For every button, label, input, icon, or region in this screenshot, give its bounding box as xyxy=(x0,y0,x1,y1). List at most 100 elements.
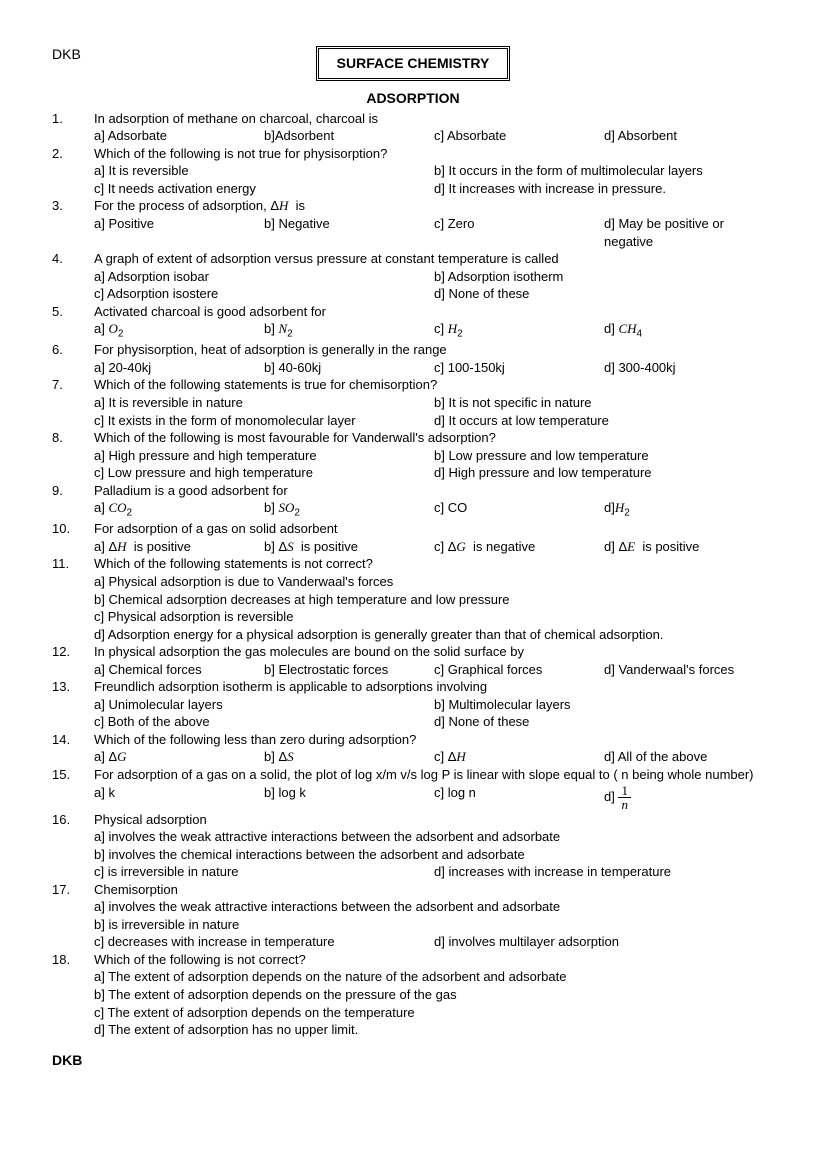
option: b] Negative xyxy=(264,215,434,250)
option: c] 100-150kj xyxy=(434,359,604,377)
option: b] ΔS is positive xyxy=(264,538,434,556)
question-body: Physical adsorptiona] involves the weak … xyxy=(94,811,774,881)
option: c] It exists in the form of monomolecula… xyxy=(94,412,434,430)
options: a] kb] log kc] log nd] 1n xyxy=(94,784,774,811)
option: a] Chemical forces xyxy=(94,661,264,679)
question-row: 5.Activated charcoal is good adsorbent f… xyxy=(52,303,774,342)
question-row: 16.Physical adsorptiona] involves the we… xyxy=(52,811,774,881)
option: b] Multimolecular layers xyxy=(434,696,774,714)
options: a] Unimolecular layersb] Multimolecular … xyxy=(94,696,774,731)
question-body: In adsorption of methane on charcoal, ch… xyxy=(94,110,774,145)
option: a] High pressure and high temperature xyxy=(94,447,434,465)
question-number: 8. xyxy=(52,429,94,447)
document-title: SURFACE CHEMISTRY xyxy=(316,46,511,81)
question-text: Which of the following statements is tru… xyxy=(94,376,774,394)
option: a] Unimolecular layers xyxy=(94,696,434,714)
options: a] Adsorbateb]Adsorbentc] Absorbated] Ab… xyxy=(94,127,774,145)
options: a] It is reversibleb] It occurs in the f… xyxy=(94,162,774,197)
option: c] Physical adsorption is reversible xyxy=(94,608,774,626)
question-number: 5. xyxy=(52,303,94,321)
question-text: Physical adsorption xyxy=(94,811,774,829)
options: a] Physical adsorption is due to Vanderw… xyxy=(94,573,774,643)
question-row: 6.For physisorption, heat of adsorption … xyxy=(52,341,774,376)
question-text: In physical adsorption the gas molecules… xyxy=(94,643,774,661)
question-body: For adsorption of a gas on solid adsorbe… xyxy=(94,520,774,555)
questions-list: 1.In adsorption of methane on charcoal, … xyxy=(52,110,774,1039)
question-row: 11.Which of the following statements is … xyxy=(52,555,774,643)
question-body: Freundlich adsorption isotherm is applic… xyxy=(94,678,774,731)
option: c] Absorbate xyxy=(434,127,604,145)
question-row: 1.In adsorption of methane on charcoal, … xyxy=(52,110,774,145)
options: a] 20-40kjb] 40-60kjc] 100-150kjd] 300-4… xyxy=(94,359,774,377)
option: c] decreases with increase in temperatur… xyxy=(94,933,434,951)
question-number: 17. xyxy=(52,881,94,899)
option: a] It is reversible xyxy=(94,162,434,180)
options: a] Positiveb] Negativec] Zerod] May be p… xyxy=(94,215,774,250)
question-row: 13.Freundlich adsorption isotherm is app… xyxy=(52,678,774,731)
option: a] Adsorbate xyxy=(94,127,264,145)
option: d] ΔE is positive xyxy=(604,538,774,556)
question-body: For adsorption of a gas on a solid, the … xyxy=(94,766,774,811)
question-body: Palladium is a good adsorbent fora] CO2b… xyxy=(94,482,774,521)
option: d] It occurs at low temperature xyxy=(434,412,774,430)
question-text: For physisorption, heat of adsorption is… xyxy=(94,341,774,359)
question-row: 12.In physical adsorption the gas molecu… xyxy=(52,643,774,678)
option: b]Adsorbent xyxy=(264,127,434,145)
option: b] Chemical adsorption decreases at high… xyxy=(94,591,774,609)
question-body: Which of the following less than zero du… xyxy=(94,731,774,766)
option: b] It is not specific in nature xyxy=(434,394,774,412)
question-text: Chemisorption xyxy=(94,881,774,899)
question-number: 7. xyxy=(52,376,94,394)
option: c] Adsorption isostere xyxy=(94,285,434,303)
option: a] k xyxy=(94,784,264,811)
question-body: Which of the following statements is not… xyxy=(94,555,774,643)
option: c] Graphical forces xyxy=(434,661,604,679)
question-text: Freundlich adsorption isotherm is applic… xyxy=(94,678,774,696)
option: b] Adsorption isotherm xyxy=(434,268,774,286)
option: b] The extent of adsorption depends on t… xyxy=(94,986,774,1004)
option: b] ΔS xyxy=(264,748,434,766)
question-text: Which of the following is most favourabl… xyxy=(94,429,774,447)
question-row: 14.Which of the following less than zero… xyxy=(52,731,774,766)
question-text: Which of the following less than zero du… xyxy=(94,731,774,749)
option: c] log n xyxy=(434,784,604,811)
question-text: Activated charcoal is good adsorbent for xyxy=(94,303,774,321)
question-text: Which of the following statements is not… xyxy=(94,555,774,573)
option: d]H2 xyxy=(604,499,774,520)
question-body: In physical adsorption the gas molecules… xyxy=(94,643,774,678)
option: d] May be positive or negative xyxy=(604,215,774,250)
option: b] 40-60kj xyxy=(264,359,434,377)
option: d] Absorbent xyxy=(604,127,774,145)
question-number: 1. xyxy=(52,110,94,128)
option: b] involves the chemical interactions be… xyxy=(94,846,774,864)
option: c] H2 xyxy=(434,320,604,341)
question-body: Which of the following is most favourabl… xyxy=(94,429,774,482)
question-number: 15. xyxy=(52,766,94,784)
options: a] ΔGb] ΔSc] ΔHd] All of the above xyxy=(94,748,774,766)
option: d] High pressure and low temperature xyxy=(434,464,774,482)
option: d] It increases with increase in pressur… xyxy=(434,180,774,198)
option: a] ΔH is positive xyxy=(94,538,264,556)
option: c] ΔG is negative xyxy=(434,538,604,556)
option: b] SO2 xyxy=(264,499,434,520)
question-number: 13. xyxy=(52,678,94,696)
question-number: 9. xyxy=(52,482,94,500)
question-row: 8.Which of the following is most favoura… xyxy=(52,429,774,482)
option: c] Low pressure and high temperature xyxy=(94,464,434,482)
option: b] Low pressure and low temperature xyxy=(434,447,774,465)
question-row: 4.A graph of extent of adsorption versus… xyxy=(52,250,774,303)
option: d] The extent of adsorption has no upper… xyxy=(94,1021,774,1039)
question-number: 18. xyxy=(52,951,94,969)
option: b] N2 xyxy=(264,320,434,341)
option: d] CH4 xyxy=(604,320,774,341)
options: a] CO2b] SO2c] COd]H2 xyxy=(94,499,774,520)
option: a] CO2 xyxy=(94,499,264,520)
option: d] increases with increase in temperatur… xyxy=(434,863,774,881)
option: d] None of these xyxy=(434,713,774,731)
option: c] It needs activation energy xyxy=(94,180,434,198)
option: c] CO xyxy=(434,499,604,520)
options: a] O2b] N2c] H2d] CH4 xyxy=(94,320,774,341)
option: c] The extent of adsorption depends on t… xyxy=(94,1004,774,1022)
option: d] All of the above xyxy=(604,748,774,766)
options: a] The extent of adsorption depends on t… xyxy=(94,968,774,1038)
